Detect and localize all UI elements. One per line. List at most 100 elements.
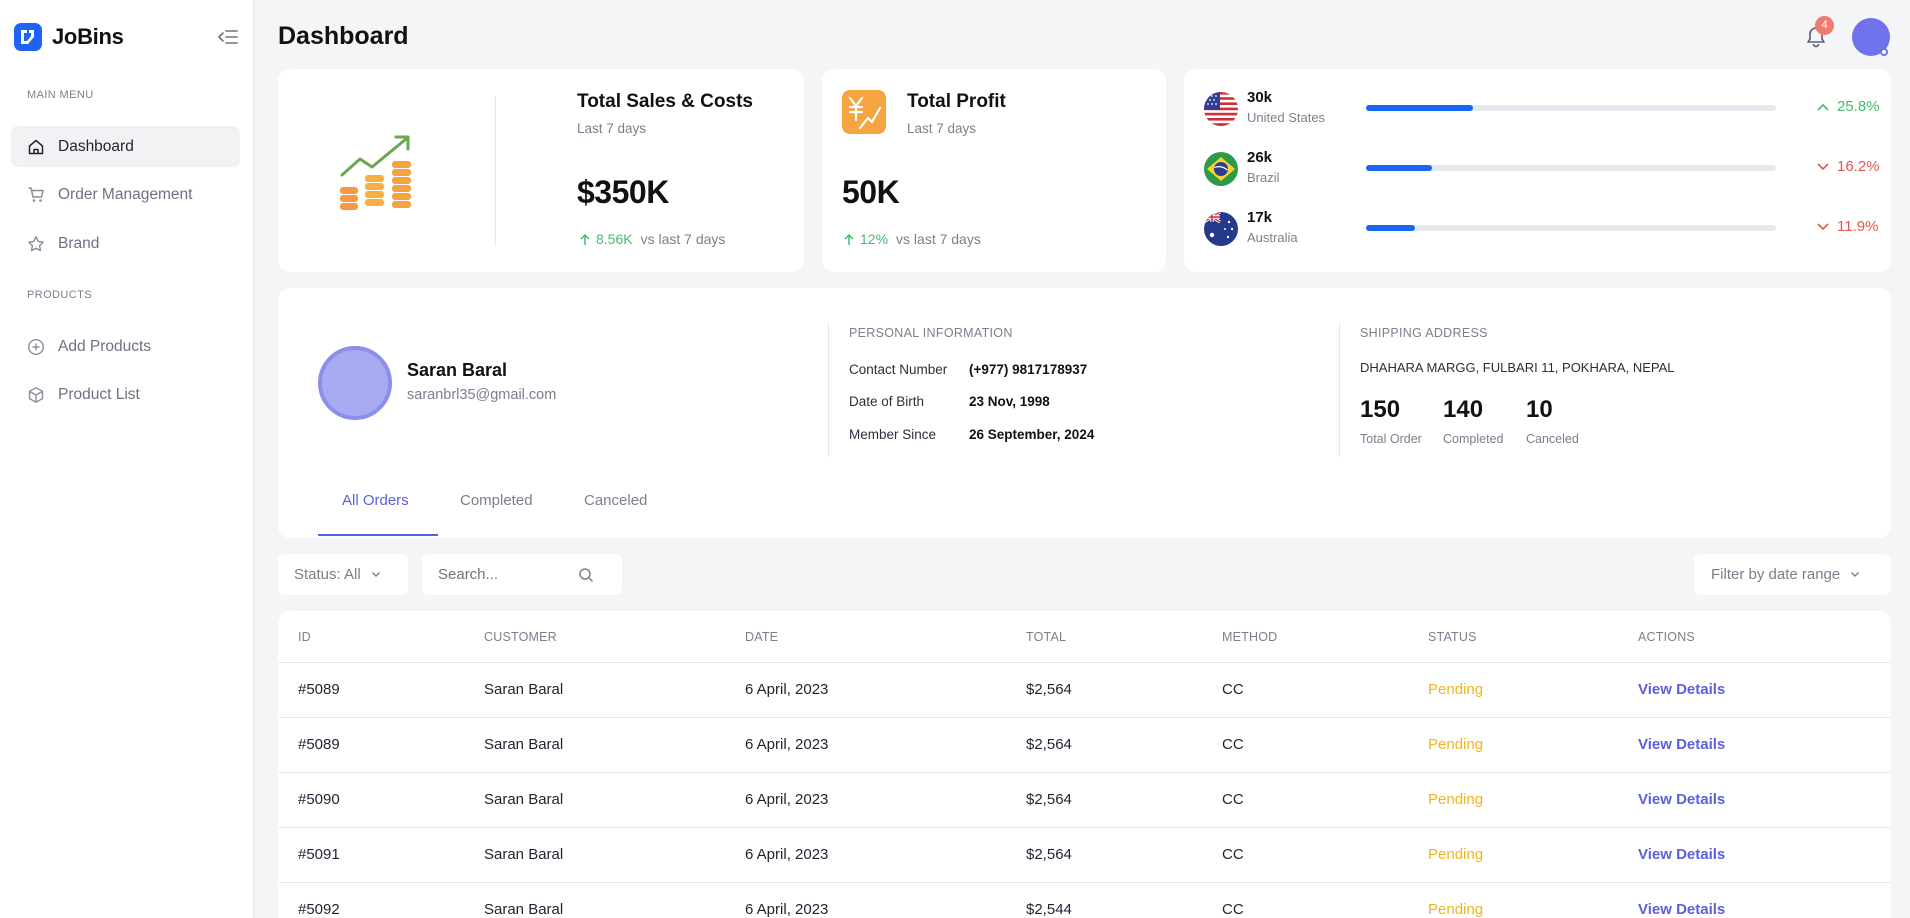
yen-chart-icon [842, 90, 886, 134]
view-details-link[interactable]: View Details [1638, 846, 1726, 863]
chevron-down-icon [1851, 572, 1860, 577]
sidebar-item-label: Brand [58, 234, 100, 252]
order-customer: Saran Baral [484, 791, 564, 808]
order-date: 6 April, 2023 [745, 681, 829, 698]
contact-value: (+977) 9817178937 [969, 362, 1088, 377]
countries-card: 30k United States 25.8% 26k Brazil 16.2% [1184, 69, 1891, 272]
country-progress-fill [1366, 105, 1473, 111]
profit-delta-up: 12% [843, 231, 888, 247]
brand[interactable]: JoBins [14, 22, 124, 52]
search-box[interactable] [422, 554, 622, 595]
brazil-flag-icon [1204, 152, 1238, 186]
sales-card: Total Sales & Costs Last 7 days $350K 8.… [278, 69, 804, 272]
column-header-method: METHOD [1222, 630, 1278, 644]
order-method: CC [1222, 901, 1244, 918]
country-change: 25.8% [1816, 98, 1880, 115]
box-icon [27, 386, 45, 404]
table-row: #5089 Saran Baral 6 April, 2023 $2,564 C… [278, 662, 1891, 717]
column-header-actions: ACTIONS [1638, 630, 1695, 644]
chevron-down-icon [1817, 222, 1829, 230]
order-customer: Saran Baral [484, 846, 564, 863]
sidebar-item-dashboard[interactable]: Dashboard [11, 126, 240, 167]
chevron-down-icon [371, 572, 380, 577]
total-order-value: 150 [1360, 396, 1401, 423]
products-label: PRODUCTS [27, 289, 92, 301]
order-date: 6 April, 2023 [745, 901, 829, 918]
country-row-australia: 17k Australia 11.9% [1204, 209, 1878, 249]
search-icon[interactable] [578, 567, 594, 583]
country-row-united-states: 30k United States 25.8% [1204, 89, 1880, 129]
view-details-link[interactable]: View Details [1638, 901, 1726, 918]
brand-name: JoBins [52, 24, 124, 49]
country-progress-bar [1366, 165, 1776, 171]
sidebar-item-product-list[interactable]: Product List [11, 374, 240, 415]
dob-label: Date of Birth [849, 394, 925, 409]
sales-delta-up: 8.56K [579, 231, 633, 247]
sales-value: $350K [577, 174, 669, 210]
tab-all-orders[interactable]: All Orders [342, 492, 409, 509]
chevron-down-icon [1817, 162, 1829, 170]
column-header-date: DATE [745, 630, 779, 644]
arrow-up-icon [844, 233, 854, 245]
country-progress-bar [1366, 225, 1776, 231]
sidebar-item-add-products[interactable]: Add Products [11, 326, 240, 367]
notification-badge: 4 [1815, 16, 1834, 35]
customer-name: Saran Baral [407, 360, 508, 380]
active-tab-indicator [318, 534, 438, 536]
order-total: $2,564 [1026, 846, 1072, 863]
order-total: $2,564 [1026, 681, 1072, 698]
collapse-sidebar-icon[interactable] [216, 26, 240, 48]
completed-label: Completed [1443, 432, 1504, 446]
sidebar-item-brand[interactable]: Brand [11, 223, 240, 264]
column-header-id: ID [298, 630, 311, 644]
sales-subtitle: Last 7 days [577, 121, 647, 136]
profit-subtitle: Last 7 days [907, 121, 977, 136]
sidebar-item-label: Dashboard [58, 137, 134, 155]
star-icon [27, 235, 45, 253]
dob-value: 23 Nov, 1998 [969, 394, 1050, 409]
order-status: Pending [1428, 791, 1484, 808]
sales-chart-icon [338, 131, 418, 211]
australia-flag-icon [1204, 212, 1238, 246]
order-customer: Saran Baral [484, 736, 564, 753]
order-status: Pending [1428, 846, 1484, 863]
order-method: CC [1222, 681, 1244, 698]
date-range-filter[interactable]: Filter by date range [1694, 554, 1891, 595]
home-icon [27, 138, 45, 156]
order-status: Pending [1428, 736, 1484, 753]
country-value: 17k [1247, 209, 1273, 226]
total-order-label: Total Order [1360, 432, 1422, 446]
status-filter-label: Status: All [294, 566, 361, 583]
order-total: $2,544 [1026, 901, 1072, 918]
column-header-status: STATUS [1428, 630, 1477, 644]
country-progress-bar [1366, 105, 1776, 111]
personal-info-heading: PERSONAL INFORMATION [849, 326, 1013, 340]
us-flag-icon [1204, 92, 1238, 126]
profit-delta-value: 12% [860, 231, 889, 247]
order-total: $2,564 [1026, 736, 1072, 753]
tab-completed[interactable]: Completed [460, 492, 533, 509]
country-name: Australia [1247, 230, 1298, 245]
sidebar-item-order-management[interactable]: Order Management [11, 174, 240, 215]
view-details-link[interactable]: View Details [1638, 681, 1726, 698]
divider [828, 322, 829, 457]
order-id: #5092 [298, 901, 340, 918]
table-row: #5091 Saran Baral 6 April, 2023 $2,564 C… [278, 827, 1891, 882]
view-details-link[interactable]: View Details [1638, 791, 1726, 808]
country-value: 26k [1247, 149, 1273, 166]
orders-table: ID CUSTOMER DATE TOTAL METHOD STATUS ACT… [278, 611, 1891, 918]
order-total: $2,564 [1026, 791, 1072, 808]
online-status-dot [1880, 48, 1888, 56]
tab-canceled[interactable]: Canceled [584, 492, 648, 509]
customer-email: saranbrl35@gmail.com [407, 387, 557, 403]
status-filter-dropdown[interactable]: Status: All [278, 554, 408, 595]
search-input[interactable] [438, 566, 578, 583]
profit-card: Total Profit Last 7 days 50K 12% vs last… [822, 69, 1166, 272]
view-details-link[interactable]: View Details [1638, 736, 1726, 753]
order-method: CC [1222, 846, 1244, 863]
order-status: Pending [1428, 901, 1484, 918]
order-id: #5090 [298, 791, 340, 808]
country-change-value: 16.2% [1837, 158, 1880, 175]
sidebar-item-label: Add Products [58, 337, 152, 355]
country-progress-fill [1366, 165, 1432, 171]
